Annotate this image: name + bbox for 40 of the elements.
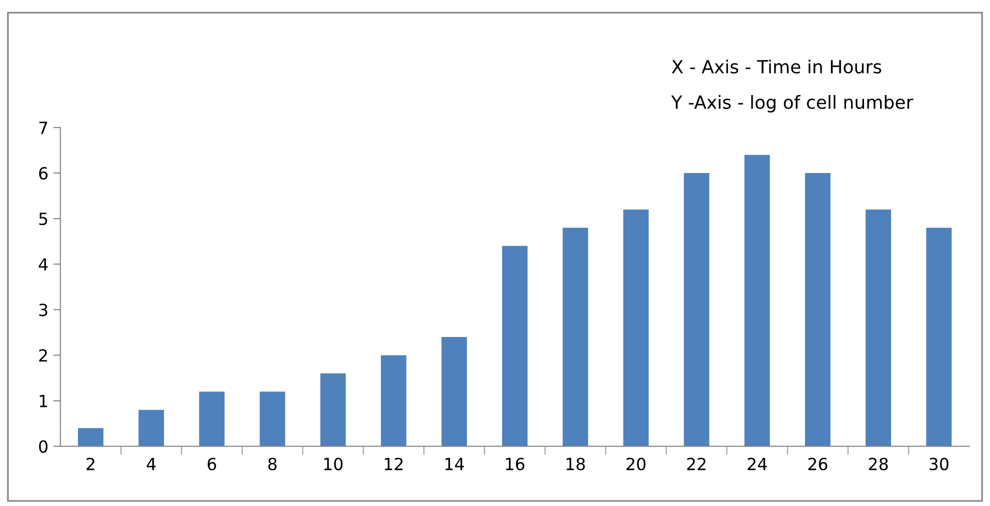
- bar: [78, 428, 104, 446]
- bar: [138, 410, 164, 446]
- x-tick-label: 14: [445, 458, 464, 470]
- x-tick-label: 20: [626, 458, 646, 470]
- bar: [684, 173, 710, 446]
- bar: [866, 209, 892, 446]
- x-tick-label: 18: [566, 458, 585, 470]
- text: X - Axis - Time in Hours: [672, 60, 882, 74]
- y-tick-label: 6: [39, 167, 48, 180]
- bar: [502, 246, 528, 446]
- x-tick-label: 4: [146, 458, 156, 470]
- y-tick-label: 4: [38, 258, 48, 270]
- y-tick-label: 5: [39, 212, 48, 226]
- y-tick-label: 3: [39, 304, 48, 316]
- bar: [199, 392, 225, 446]
- x-tick-label: 12: [384, 458, 403, 470]
- y-tick-label: 7: [39, 122, 48, 134]
- bar: [320, 373, 346, 446]
- x-tick-label: 6: [208, 458, 216, 470]
- text: Y -Axis - log of cell number: [671, 94, 914, 112]
- y-tick-label: 0: [39, 440, 48, 453]
- bar: [260, 392, 286, 446]
- bar: [562, 228, 588, 446]
- x-tick-label: 24: [748, 458, 767, 470]
- x-tick-label: 28: [868, 458, 888, 470]
- bar: [744, 154, 770, 446]
- bar: [441, 336, 467, 446]
- x-tick-label: 22: [687, 458, 706, 470]
- x-tick-label: 26: [808, 458, 828, 470]
- bar: [926, 228, 952, 446]
- y-tick-label: 1: [40, 394, 48, 408]
- x-tick-label: 2: [86, 458, 94, 470]
- x-tick-label: 8: [268, 458, 277, 470]
- x-tick-label: 30: [930, 458, 948, 470]
- bar: [805, 173, 830, 446]
- x-tick-label: 16: [506, 458, 524, 470]
- y-tick-label: 2: [39, 349, 47, 362]
- x-tick-label: 10: [324, 458, 343, 470]
- bar: [623, 209, 649, 446]
- bar: [380, 355, 406, 446]
